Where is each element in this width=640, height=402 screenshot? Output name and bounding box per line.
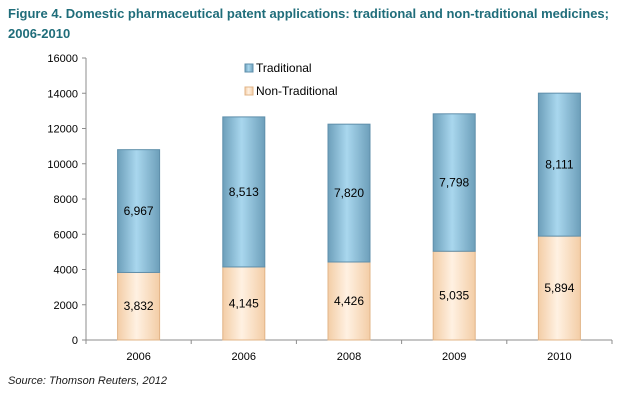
y-tick-label: 4000 [54,265,78,277]
bar-traditional [432,113,476,252]
data-label: 5,035 [439,289,469,303]
data-label: 8,513 [229,185,259,199]
data-label: 8,111 [545,158,574,172]
bar-non-traditional [222,266,266,341]
x-tick-label: 2009 [442,351,466,363]
legend-swatch-traditional [244,63,254,73]
source-note: Source: Thomson Reuters, 2012 [8,375,167,387]
data-label: 7,820 [334,186,364,200]
bar-traditional [222,116,266,268]
stacked-bar-chart: 0 2000 4000 6000 8000 10000 12000 14000 16000 200… [0,46,640,376]
legend-swatch-non-traditional [244,86,254,96]
y-tick-label: 2000 [54,300,78,312]
y-tick-label: 8000 [54,194,78,206]
y-tick-label: 16000 [47,53,78,65]
y-tick-label: 6000 [54,229,78,241]
y-tick-label: 12000 [47,124,78,136]
data-label: 4,145 [229,296,259,310]
x-tick-label: 2006 [232,351,256,363]
bar-non-traditional [327,261,371,341]
x-tick-label: 2010 [547,351,571,363]
data-label: 6,967 [124,204,154,218]
bar-traditional [117,149,161,273]
bar-traditional [537,92,581,237]
y-tick-label: 14000 [47,88,78,100]
bar-non-traditional [537,235,581,341]
figure-title: Figure 4. Domestic pharmaceutical patent… [8,6,609,41]
data-label: 7,798 [439,176,469,190]
data-label: 3,832 [124,299,154,313]
bar-traditional [327,123,371,263]
x-tick-label: 2006 [126,351,150,363]
y-tick-label: 10000 [47,159,78,171]
chart-svg: 0 2000 4000 6000 8000 10000 12000 14000 16000 200… [47,53,613,363]
data-label: 4,426 [334,294,364,308]
bar-non-traditional [117,271,161,341]
legend-label-non-traditional: Non-Traditional [256,84,338,98]
data-label: 5,894 [544,281,574,295]
legend-label-traditional: Traditional [256,61,312,75]
y-tick-label: 0 [72,335,78,347]
x-tick-label: 2008 [337,351,361,363]
